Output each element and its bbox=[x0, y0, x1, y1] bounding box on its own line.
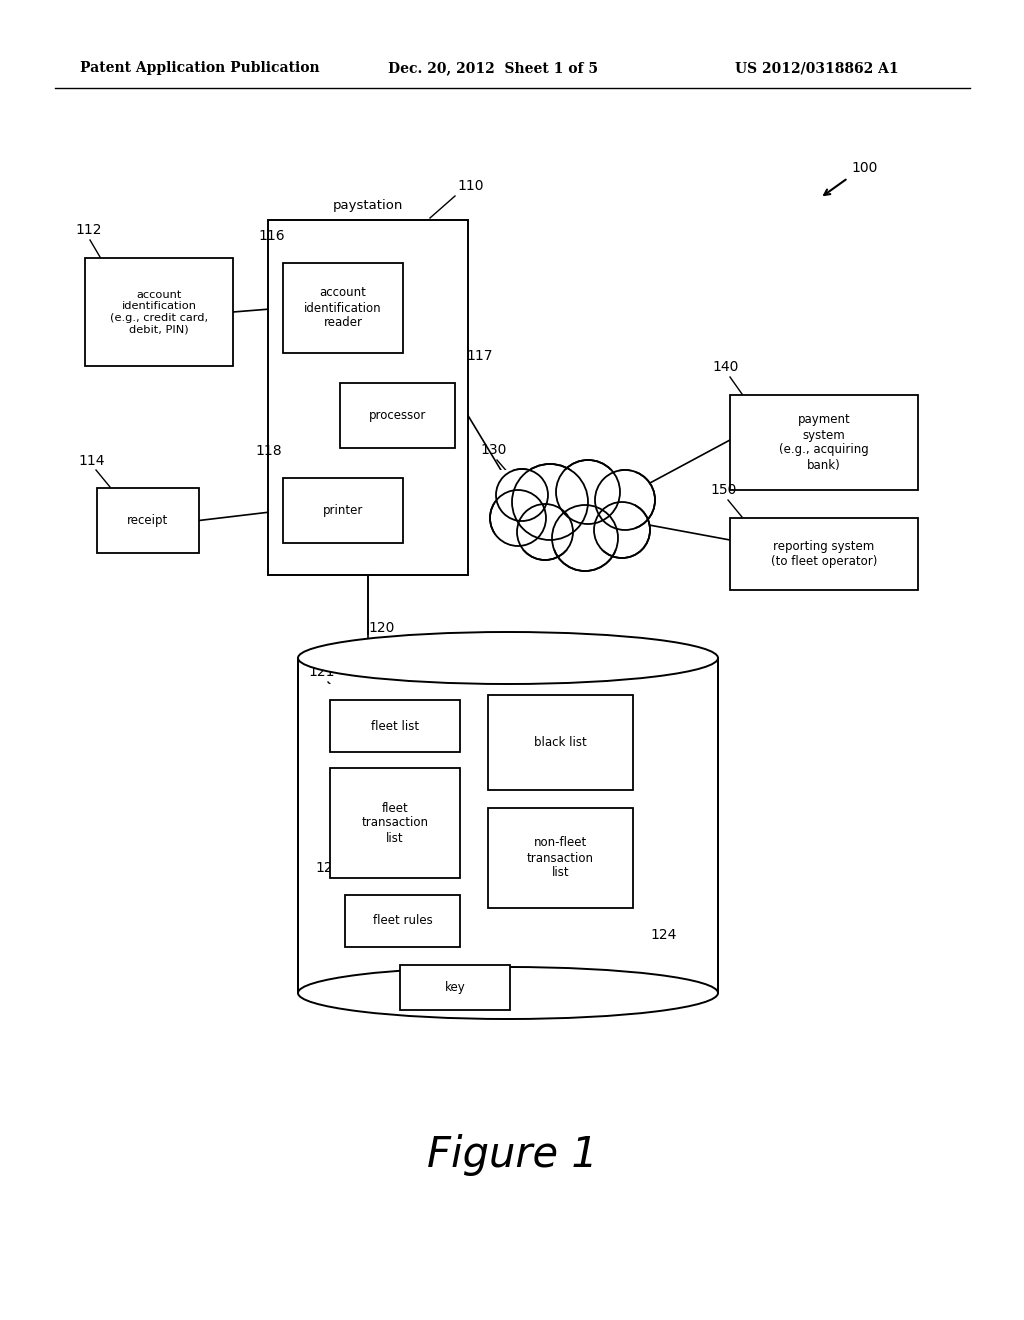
Text: non-fleet
transaction
list: non-fleet transaction list bbox=[527, 837, 594, 879]
Text: 125: 125 bbox=[390, 931, 417, 945]
Circle shape bbox=[556, 459, 620, 524]
Text: Dec. 20, 2012  Sheet 1 of 5: Dec. 20, 2012 Sheet 1 of 5 bbox=[388, 61, 598, 75]
Bar bbox=[400, 965, 510, 1010]
Bar bbox=[283, 478, 403, 543]
Bar bbox=[495, 470, 635, 550]
Bar bbox=[299, 684, 717, 993]
Ellipse shape bbox=[298, 968, 718, 1019]
Text: 110: 110 bbox=[457, 180, 483, 193]
Text: 116: 116 bbox=[258, 228, 285, 243]
Text: 114: 114 bbox=[78, 454, 104, 469]
Circle shape bbox=[552, 506, 618, 572]
Text: 124: 124 bbox=[650, 928, 677, 942]
Circle shape bbox=[595, 470, 655, 531]
Bar bbox=[488, 808, 633, 908]
Bar bbox=[340, 383, 455, 447]
Text: Patent Application Publication: Patent Application Publication bbox=[80, 61, 319, 75]
Text: receipt: receipt bbox=[127, 513, 169, 527]
Text: 150: 150 bbox=[710, 483, 736, 498]
Text: 118: 118 bbox=[255, 444, 282, 458]
Circle shape bbox=[517, 504, 573, 560]
Bar bbox=[97, 488, 199, 553]
Ellipse shape bbox=[298, 632, 718, 684]
Bar bbox=[268, 220, 468, 576]
Text: 130: 130 bbox=[480, 444, 507, 457]
Text: 123: 123 bbox=[315, 861, 341, 875]
Text: 100: 100 bbox=[851, 161, 878, 176]
Bar bbox=[283, 263, 403, 352]
Text: account
identification
reader: account identification reader bbox=[304, 286, 382, 330]
Bar bbox=[730, 395, 918, 490]
Text: processor: processor bbox=[369, 409, 426, 422]
Bar bbox=[85, 257, 233, 366]
Circle shape bbox=[496, 469, 548, 521]
Bar bbox=[345, 895, 460, 946]
Text: 140: 140 bbox=[712, 360, 738, 374]
Text: fleet
transaction
list: fleet transaction list bbox=[361, 801, 428, 845]
Text: Figure 1: Figure 1 bbox=[427, 1134, 597, 1176]
Text: printer: printer bbox=[323, 504, 364, 517]
Text: fleet list: fleet list bbox=[371, 719, 419, 733]
Text: black list: black list bbox=[535, 737, 587, 748]
Bar bbox=[488, 696, 633, 789]
Text: reporting system
(to fleet operator): reporting system (to fleet operator) bbox=[771, 540, 878, 568]
Bar bbox=[330, 768, 460, 878]
Text: account
identification
(e.g., credit card,
debit, PIN): account identification (e.g., credit car… bbox=[110, 289, 208, 334]
Circle shape bbox=[512, 465, 588, 540]
Bar bbox=[330, 700, 460, 752]
Bar bbox=[730, 517, 918, 590]
Text: 112: 112 bbox=[75, 223, 101, 238]
Text: fleet rules: fleet rules bbox=[373, 915, 432, 928]
Text: key: key bbox=[444, 981, 465, 994]
Circle shape bbox=[490, 490, 546, 546]
Text: paystation: paystation bbox=[333, 199, 403, 213]
Circle shape bbox=[594, 502, 650, 558]
Text: 117: 117 bbox=[466, 348, 493, 363]
Text: 122: 122 bbox=[560, 660, 587, 675]
Text: US 2012/0318862 A1: US 2012/0318862 A1 bbox=[735, 61, 899, 75]
Text: 126: 126 bbox=[397, 861, 424, 875]
Text: payment
system
(e.g., acquiring
bank): payment system (e.g., acquiring bank) bbox=[779, 413, 869, 471]
Text: 121: 121 bbox=[308, 665, 335, 678]
Text: 120: 120 bbox=[368, 620, 394, 635]
